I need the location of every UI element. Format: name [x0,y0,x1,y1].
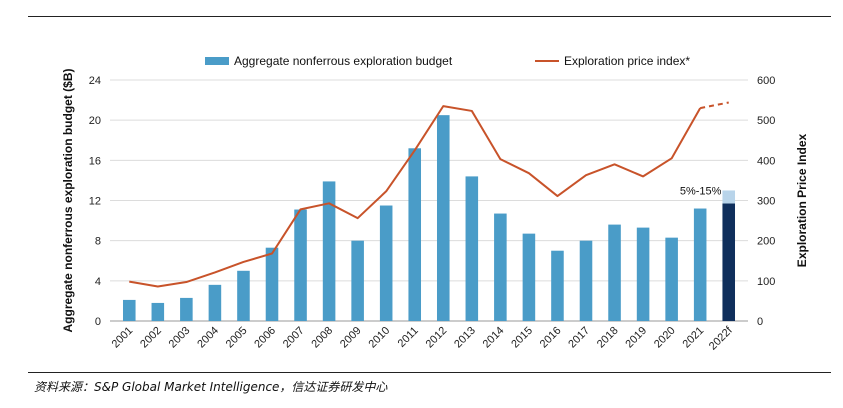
y-tick-left: 24 [89,75,101,87]
bar-2018 [608,224,621,321]
x-tick-label: 2008 [309,325,335,351]
y-tick-right: 600 [757,75,775,87]
x-tick-label: 2011 [396,325,421,350]
y-tick-left: 8 [95,236,101,248]
bar-2002 [151,302,165,321]
bar-2016 [551,250,564,321]
price-index-line [129,101,729,288]
x-tick-label: 2001 [110,325,136,351]
legend-label-budget: Aggregate nonferrous exploration budget [234,54,453,68]
x-tick-label: 2017 [566,325,592,351]
bar-2010 [379,205,393,321]
bar-2004 [208,284,222,321]
y-tick-right: 300 [757,196,775,208]
x-tick-label: 2019 [623,325,649,351]
bar-2007 [294,209,307,321]
x-tick-label: 2014 [481,325,507,351]
bar-2019 [636,227,650,321]
legend-swatch-budget [205,57,229,65]
price-index-line-forecast [699,101,729,110]
x-tick-label: 2015 [509,325,535,351]
x-tick-label: 2016 [538,325,564,351]
bar-2017 [579,240,593,321]
bar-forecast-base [722,203,736,321]
y-tick-left: 20 [89,115,101,127]
bar-2008 [322,181,336,321]
x-tick-label: 2012 [424,325,450,351]
x-tick-label: 2020 [652,325,678,351]
bar-2009 [351,240,364,321]
bar-2021 [693,208,707,321]
y-tick-left: 0 [95,316,101,328]
x-tick-label: 2021 [681,325,707,351]
y-tick-right: 400 [757,155,775,167]
bar-2015 [522,233,536,321]
x-tick-label: 2013 [452,325,478,351]
bar-2013 [465,176,479,321]
x-tick-label: 2022f [707,324,736,353]
y-tick-right: 500 [757,115,775,127]
x-tick-label: 2010 [367,325,393,351]
bar-2014 [494,213,507,321]
forecast-label: 5%-15% [680,185,722,197]
gridlines [110,79,748,322]
legend: Aggregate nonferrous exploration budget E… [205,54,690,68]
y-tick-right: 100 [757,276,775,288]
bar-2005 [237,270,250,321]
x-tick-label: 2004 [195,325,221,351]
source-note: 资料来源：S&P Global Market Intelligence，信达证券… [34,380,388,394]
bar-2001 [122,299,136,321]
x-tick-label: 2003 [167,325,193,351]
bar-2003 [180,297,193,321]
bar-2011 [408,148,422,321]
y-tick-left: 16 [89,155,101,167]
bar-2020 [665,237,678,321]
y-axis-title-left: Aggregate nonferrous exploration budget … [61,68,75,332]
bar-2006 [265,247,279,321]
x-tick-label: 2002 [138,325,164,351]
bar-forecast-range [722,190,736,204]
x-tick-label: 2006 [252,325,278,351]
y-axis-title-right: Exploration Price Index [795,133,809,267]
y-tick-right: 0 [757,316,763,328]
bar-2012 [436,115,450,321]
x-tick-label: 2018 [595,325,621,351]
legend-label-index: Exploration price index* [564,54,690,68]
y-tick-left: 4 [95,276,101,288]
budget-bars [122,115,736,321]
x-tick-label: 2005 [224,325,250,351]
y-tick-left: 12 [89,196,101,208]
top-rule [28,16,831,17]
x-tick-label: 2007 [281,325,307,351]
x-tick-label: 2009 [338,325,364,351]
y-tick-right: 200 [757,236,775,248]
bottom-rule [28,372,831,373]
